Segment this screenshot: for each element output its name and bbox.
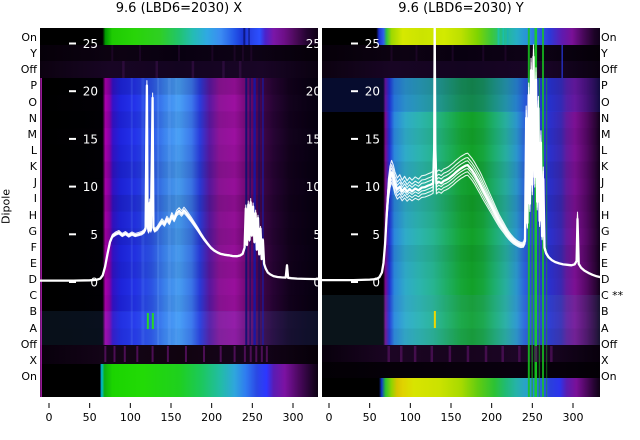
svg-text:0: 0 [372, 276, 380, 290]
row-label: M [27, 127, 38, 141]
row-label: N [601, 111, 610, 125]
row-label: N [28, 111, 37, 125]
row-label: E [30, 257, 37, 270]
svg-text:0: 0 [90, 276, 98, 290]
panel-x-plot: 25 25 20 20 15 15 10 10 5 5 0 0 [40, 28, 318, 397]
row-label: L [601, 144, 608, 157]
svg-text:5: 5 [372, 228, 380, 242]
row-label: G [601, 224, 610, 238]
svg-text:20: 20 [83, 85, 98, 99]
svg-text:15: 15 [365, 132, 380, 146]
panel-y-title: 9.6 (LBD6=2030) Y [398, 1, 524, 16]
svg-text:150: 150 [440, 411, 461, 424]
svg-text:20: 20 [365, 85, 380, 99]
row-label: On [21, 31, 37, 44]
row-label: H [601, 208, 610, 222]
row-label: O [28, 95, 37, 109]
row-label: On [601, 31, 617, 44]
svg-text:15: 15 [306, 132, 318, 146]
svg-text:300: 300 [282, 411, 303, 424]
row-label: D [601, 273, 610, 287]
svg-text:200: 200 [481, 411, 502, 424]
svg-text:300: 300 [562, 411, 583, 424]
row-label: Y [601, 47, 608, 61]
row-label: B [601, 305, 609, 319]
row-label: I [33, 192, 37, 206]
row-label: K [601, 160, 609, 174]
row-label: H [28, 208, 37, 222]
svg-text:250: 250 [242, 411, 263, 424]
svg-text:5: 5 [313, 228, 318, 242]
row-label: L [30, 144, 37, 157]
row-label: F [601, 240, 608, 254]
svg-text:100: 100 [120, 411, 141, 424]
row-label: K [29, 160, 37, 174]
svg-text:200: 200 [201, 411, 222, 424]
svg-text:0: 0 [46, 411, 53, 424]
row-label: C ** [601, 289, 624, 303]
svg-text:5: 5 [90, 228, 98, 242]
row-label: Off [20, 63, 37, 77]
row-label: Y [30, 47, 37, 61]
row-label: J [601, 176, 605, 190]
row-label: Off [601, 63, 618, 77]
row-label: E [601, 257, 608, 270]
svg-text:50: 50 [83, 411, 97, 424]
svg-text:10: 10 [306, 180, 318, 194]
svg-text:25: 25 [306, 37, 318, 51]
row-label: F [30, 240, 37, 254]
row-label: O [601, 95, 610, 109]
svg-text:10: 10 [365, 180, 380, 194]
svg-text:150: 150 [160, 411, 181, 424]
svg-text:25: 25 [83, 37, 98, 51]
svg-text:20: 20 [306, 85, 318, 99]
svg-text:100: 100 [400, 411, 421, 424]
row-label: A [29, 321, 37, 335]
row-label: A [601, 321, 609, 335]
row-label: M [601, 127, 611, 141]
row-label: J [33, 176, 37, 190]
svg-text:50: 50 [363, 411, 377, 424]
row-label: On [601, 370, 617, 383]
row-label: X [29, 353, 37, 367]
svg-text:15: 15 [83, 132, 98, 146]
svg-text:0: 0 [313, 276, 318, 290]
row-label: X [601, 353, 609, 367]
panel-y-plot: 25 20 15 10 5 0 [322, 28, 600, 397]
svg-text:0: 0 [326, 411, 333, 424]
row-label: I [601, 192, 605, 206]
panel-x-title: 9.6 (LBD6=2030) X [115, 1, 243, 16]
row-label: C [29, 289, 37, 303]
svg-text:250: 250 [522, 411, 543, 424]
row-label: B [29, 305, 37, 319]
row-label: G [28, 224, 37, 238]
x-axis: 0 50 100 150 200 250 300 0 50 100 150 200 250 300 [0, 397, 640, 440]
svg-text:10: 10 [83, 180, 98, 194]
row-label: D [28, 273, 37, 287]
row-label: P [30, 79, 37, 93]
svg-text:25: 25 [365, 37, 380, 51]
row-label: P [601, 79, 608, 93]
row-label: Off [601, 337, 618, 351]
row-label: On [21, 370, 37, 383]
row-label: Off [20, 337, 37, 351]
